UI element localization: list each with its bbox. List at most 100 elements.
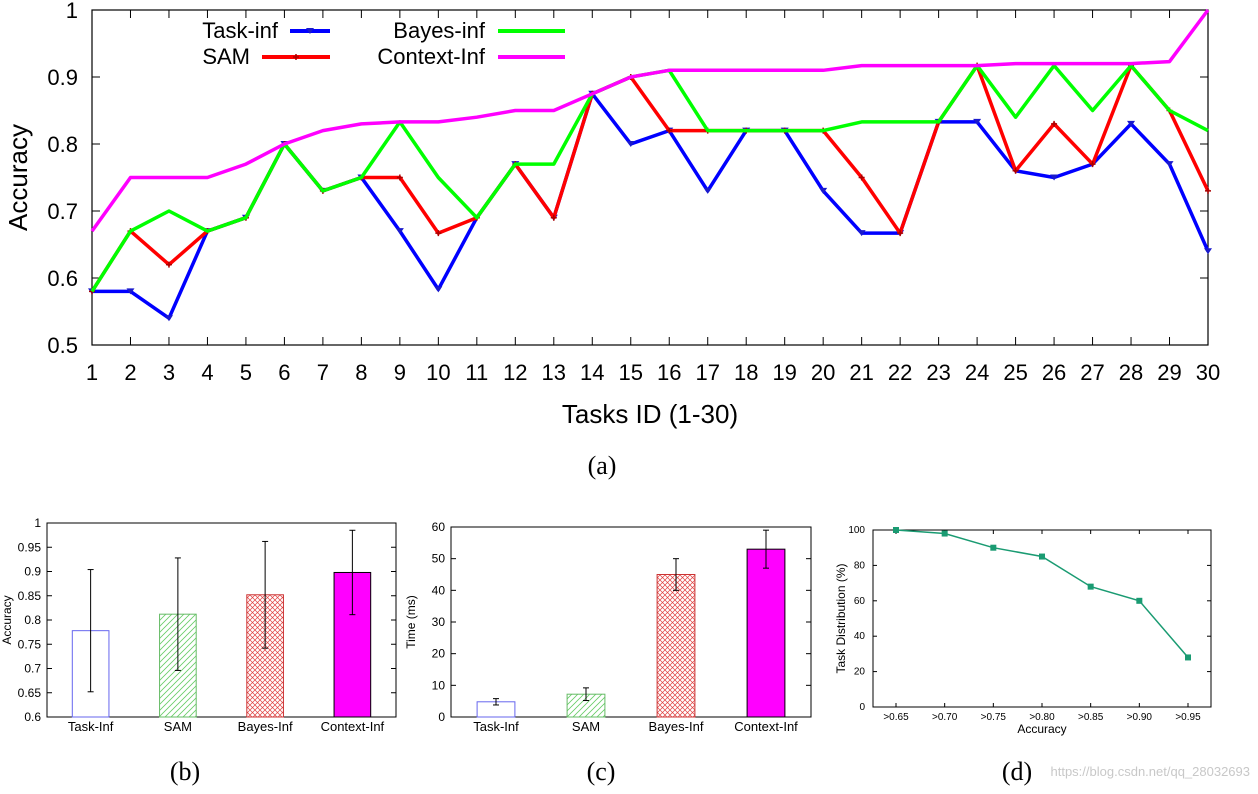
x-tick-label-d: >0.85 xyxy=(1078,712,1104,723)
x-tick-label-a: 26 xyxy=(1042,360,1066,385)
point-task-distribution xyxy=(941,530,948,537)
y-tick-label-d: 60 xyxy=(854,596,866,607)
y-tick-label-d: 0 xyxy=(859,702,865,713)
y-axis-label-b: Accuracy xyxy=(0,595,14,644)
x-tick-label-a: 9 xyxy=(394,360,406,385)
point-task-distribution xyxy=(1185,654,1191,661)
x-tick-label-a: 28 xyxy=(1119,360,1143,385)
x-tick-label-a: 12 xyxy=(503,360,527,385)
point-task-inf xyxy=(819,187,828,194)
point-task-inf xyxy=(703,187,712,194)
point-task-distribution xyxy=(893,527,899,533)
y-tick-label-b: 0.9 xyxy=(24,565,41,579)
point-task-inf xyxy=(395,228,404,235)
series-line-task-inf xyxy=(92,92,1210,320)
point-sam xyxy=(1012,167,1019,174)
x-axis-label-a: Tasks ID (1-30) xyxy=(562,399,738,429)
x-tick-label-a: 22 xyxy=(888,360,912,385)
x-tick-label-d: >0.70 xyxy=(932,712,958,723)
y-tick-label-a: 0.5 xyxy=(47,333,78,358)
point-task-distribution xyxy=(1136,597,1143,604)
x-tick-label-a: 18 xyxy=(734,360,758,385)
y-tick-label-b: 0.7 xyxy=(24,662,41,676)
x-tick-label-a: 1 xyxy=(86,360,98,385)
x-tick-label-b: Task-Inf xyxy=(68,719,114,734)
point-sam xyxy=(396,174,403,181)
point-task-inf xyxy=(126,288,135,295)
y-tick-label-b: 0.95 xyxy=(18,540,42,554)
series-line-task-distribution xyxy=(895,529,1189,658)
y-tick-label-a: 0.8 xyxy=(47,132,78,157)
panel-a-line-chart: 0.50.60.70.80.911 2 3 4 5 6 7 8 9 10 11 12 13 14 15 16 1… xyxy=(3,0,1220,429)
y-tick-label-a: 0.6 xyxy=(47,266,78,291)
x-tick-label-a: 7 xyxy=(317,360,329,385)
x-tick-label-a: 3 xyxy=(163,360,175,385)
watermark: https://blog.csdn.net/qq_28032693 xyxy=(1051,764,1251,779)
y-tick-label-d: 40 xyxy=(854,631,866,642)
legend-label: SAM xyxy=(202,44,250,69)
panel-b-bar-chart: 0.6 0.65 0.7 0.75 0.8 0.85 0.9 0.95 1 Task-Inf SAM… xyxy=(0,516,397,734)
bar-context-inf xyxy=(746,548,786,718)
point-task-distribution xyxy=(1087,583,1094,590)
point-sam xyxy=(666,127,673,134)
point-sam xyxy=(897,230,904,237)
y-tick-label-c: 40 xyxy=(432,583,446,597)
point-sam xyxy=(1089,161,1096,168)
y-tick-label-b: 0.8 xyxy=(24,613,41,627)
y-axis-label-a: Accuracy xyxy=(3,124,33,231)
point-task-inf xyxy=(1127,120,1136,127)
panel-d-line-chart: 0 20 40 60 80 100 >0.65 >0.70 >0.75 >0.80 >0.85 >0.… xyxy=(834,525,1212,736)
x-tick-label-a: 21 xyxy=(849,360,873,385)
y-tick-label-d: 80 xyxy=(854,560,866,571)
y-axis-label-d: Task Distribution (%) xyxy=(834,563,848,673)
x-tick-label-a: 27 xyxy=(1080,360,1104,385)
point-task-inf xyxy=(626,141,635,147)
x-tick-label-a: 23 xyxy=(926,360,950,385)
panel-c-bar-chart: 0 10 20 30 40 50 60 Task-Inf SAM Bayes-Inf Context… xyxy=(404,520,812,734)
point-task-distribution xyxy=(1039,553,1045,560)
y-tick-label-b: 0.65 xyxy=(18,686,42,700)
series-line-context-inf xyxy=(90,8,1210,233)
x-tick-label-a: 29 xyxy=(1157,360,1181,385)
x-tick-label-b: Context-Inf xyxy=(321,719,385,734)
caption-c: (c) xyxy=(587,757,616,786)
point-sam xyxy=(550,214,557,221)
x-tick-label-a: 17 xyxy=(695,360,719,385)
series-line-bayes-inf xyxy=(90,63,1209,293)
plot-frame-a xyxy=(91,9,1209,346)
point-sam xyxy=(435,230,442,237)
x-tick-label-a: 5 xyxy=(240,360,252,385)
x-tick-label-a: 16 xyxy=(657,360,681,385)
x-tick-label-d: >0.90 xyxy=(1127,712,1153,723)
caption-a: (a) xyxy=(588,451,617,480)
x-tick-label-a: 10 xyxy=(426,360,450,385)
x-tick-label-c: SAM xyxy=(572,719,600,734)
legend-marker xyxy=(306,28,314,34)
x-tick-label-a: 13 xyxy=(542,360,566,385)
bar-bayes-inf xyxy=(656,574,696,718)
x-tick-label-d: >0.75 xyxy=(981,712,1007,723)
x-tick-label-a: 25 xyxy=(1003,360,1027,385)
point-task-inf xyxy=(1204,248,1212,255)
legend-label: Context-Inf xyxy=(377,44,485,69)
caption-d: (d) xyxy=(1002,757,1032,786)
point-task-distribution xyxy=(990,544,997,551)
x-tick-label-a: 24 xyxy=(965,360,989,385)
x-tick-label-a: 4 xyxy=(201,360,213,385)
y-tick-label-c: 60 xyxy=(432,520,446,534)
y-tick-label-c: 10 xyxy=(432,678,446,692)
x-tick-label-a: 15 xyxy=(619,360,643,385)
y-tick-label-c: 50 xyxy=(432,552,446,566)
y-tick-label-c: 0 xyxy=(438,710,445,724)
y-tick-label-c: 20 xyxy=(432,647,446,661)
x-tick-label-a: 20 xyxy=(811,360,835,385)
x-tick-label-a: 30 xyxy=(1196,360,1220,385)
x-tick-label-b: Bayes-Inf xyxy=(238,719,293,734)
x-tick-label-c: Task-Inf xyxy=(473,719,519,734)
x-axis-label-d: Accuracy xyxy=(1017,722,1066,736)
y-tick-label-d: 20 xyxy=(854,667,866,678)
x-tick-label-a: 8 xyxy=(355,360,367,385)
x-tick-label-c: Context-Inf xyxy=(734,719,798,734)
x-tick-label-a: 19 xyxy=(772,360,796,385)
